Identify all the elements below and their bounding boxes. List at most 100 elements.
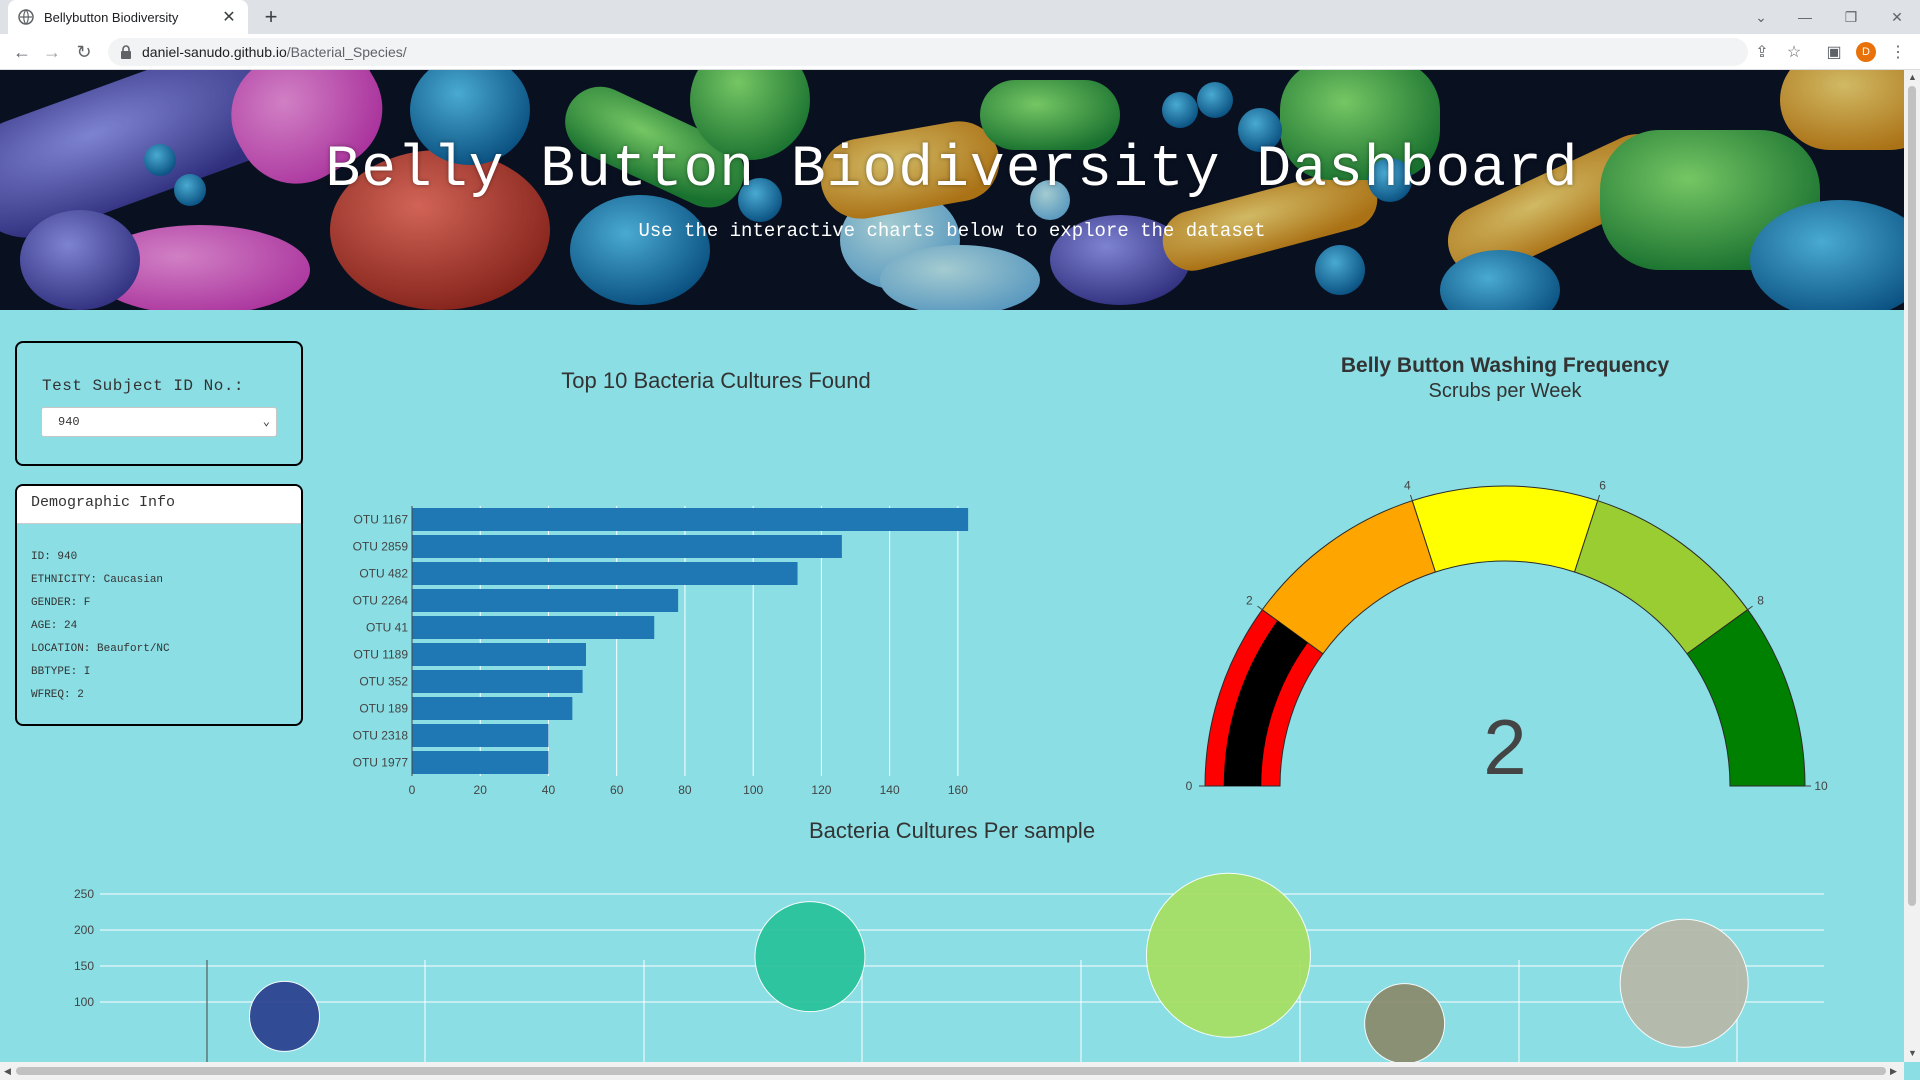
bar-x-tick-label: 120 — [811, 783, 831, 797]
share-icon[interactable]: ⇪ — [1755, 44, 1769, 61]
subject-selector-panel: Test Subject ID No.: 940 ⌄ — [15, 341, 303, 466]
bar — [412, 670, 583, 693]
vertical-scroll-thumb[interactable] — [1908, 86, 1916, 906]
gauge-tick-label: 6 — [1599, 478, 1606, 492]
tab-search-icon[interactable]: ⌄ — [1755, 8, 1767, 25]
horizontal-scrollbar[interactable]: ◀ ▶ — [0, 1062, 1904, 1080]
menu-icon[interactable]: ⋮ — [1890, 44, 1906, 61]
bar — [412, 616, 655, 639]
gauge-step — [1411, 485, 1599, 573]
gauge-tick — [1597, 494, 1601, 501]
forward-icon[interactable]: → — [43, 41, 61, 62]
demographic-item-id: ID: 940 — [31, 551, 78, 563]
page-title: Belly Button Biodiversity Dashboard — [325, 138, 1579, 203]
bubble-y-tick-label: 150 — [74, 959, 94, 973]
gauge-tick-label: 2 — [1246, 593, 1253, 607]
bubble-chart[interactable]: 100 150 200 250 — [0, 870, 1904, 1062]
bubble-y-tick-label: 100 — [74, 995, 94, 1009]
bar — [412, 643, 586, 666]
gauge-tick — [1257, 605, 1263, 611]
bar-category-label: OTU 2318 — [353, 729, 409, 743]
bubble-chart-title: Bacteria Cultures Per sample — [808, 818, 1096, 843]
profile-avatar[interactable]: D — [1856, 42, 1876, 62]
gauge-chart[interactable]: 0 2 4 6 8 10 2 — [1150, 406, 1860, 796]
bar-category-label: OTU 1189 — [354, 648, 409, 662]
bar-category-label: OTU 41 — [366, 621, 408, 635]
back-icon[interactable]: ← — [13, 41, 31, 62]
address-bar[interactable]: daniel-sanudo.github.io/Bacterial_Specie… — [108, 38, 1748, 66]
bar — [412, 508, 969, 531]
bar — [412, 724, 549, 747]
bubble — [1619, 918, 1749, 1048]
bar-category-label: OTU 2859 — [353, 540, 409, 554]
demographic-item-gender: GENDER: F — [31, 597, 91, 609]
bar-x-tick-label: 160 — [948, 783, 968, 797]
lock-icon — [121, 45, 131, 59]
side-panel-icon[interactable]: ▣ — [1826, 44, 1842, 61]
demographic-item-ethnicity: ETHNICITY: Caucasian — [31, 574, 164, 586]
bookmark-star-icon[interactable]: ☆ — [1786, 44, 1802, 61]
bar-x-tick-label: 140 — [880, 783, 900, 797]
restore-icon[interactable]: ❐ — [1844, 8, 1858, 25]
scroll-up-icon[interactable]: ▲ — [1908, 72, 1917, 82]
bar — [412, 589, 679, 612]
url-host: daniel-sanudo.github.io — [142, 44, 287, 60]
tab-title: Bellybutton Biodiversity — [44, 9, 179, 25]
bar-category-label: OTU 352 — [359, 675, 408, 689]
window-close-icon[interactable]: ✕ — [1891, 8, 1903, 25]
demographic-item-bbtype: BBTYPE: I — [31, 666, 91, 678]
bar — [412, 751, 549, 774]
gauge-tick-label: 10 — [1814, 779, 1828, 793]
reload-icon[interactable]: ↻ — [76, 41, 92, 62]
chevron-down-icon: ⌄ — [262, 415, 270, 429]
bar-x-tick-label: 40 — [542, 783, 556, 797]
vertical-scrollbar[interactable]: ▲ ▼ — [1904, 70, 1920, 1062]
globe-icon — [18, 9, 34, 25]
minimize-icon[interactable]: — — [1798, 9, 1812, 25]
demographic-info-heading: Demographic Info — [17, 486, 301, 524]
new-tab-icon[interactable]: + — [264, 4, 278, 29]
scroll-right-icon[interactable]: ▶ — [1890, 1066, 1897, 1076]
gauge-tick-label: 0 — [1186, 779, 1193, 793]
gauge-title: Belly Button Washing Frequency — [1340, 354, 1670, 377]
bubble — [249, 980, 320, 1052]
gauge-subtitle: Scrubs per Week — [1428, 380, 1582, 402]
url-path: /Bacterial_Species/ — [286, 44, 407, 60]
browser-tab[interactable]: Bellybutton Biodiversity ✕ — [8, 0, 248, 34]
bar-category-label: OTU 2264 — [353, 594, 409, 608]
bubble — [1145, 872, 1311, 1038]
bar-x-tick-label: 80 — [678, 783, 692, 797]
gauge-value-number: 2 — [1483, 703, 1526, 791]
bar-x-tick-label: 20 — [474, 783, 488, 797]
page-subtitle: Use the interactive charts below to expl… — [638, 220, 1266, 242]
close-icon[interactable]: ✕ — [222, 9, 236, 26]
bar — [412, 562, 798, 585]
browser-tab-strip: Bellybutton Biodiversity ✕ + ⌄ — ❐ ✕ — [0, 0, 1920, 34]
gauge-value-bar — [1223, 620, 1308, 786]
hero-banner: Belly Button Biodiversity Dashboard Use … — [0, 70, 1904, 310]
scroll-left-icon[interactable]: ◀ — [4, 1066, 11, 1076]
horizontal-scroll-thumb[interactable] — [16, 1067, 1886, 1075]
scroll-down-icon[interactable]: ▼ — [1908, 1048, 1917, 1058]
subject-id-label: Test Subject ID No.: — [42, 377, 245, 395]
demographic-item-location: LOCATION: Beaufort/NC — [31, 643, 170, 655]
demographic-item-age: AGE: 24 — [31, 620, 78, 632]
gauge-tick-label: 8 — [1757, 593, 1764, 607]
bar-x-tick-label: 60 — [610, 783, 624, 797]
bubble — [1364, 983, 1446, 1062]
bacteria-background-illustration — [0, 70, 1904, 310]
bar-category-label: OTU 189 — [359, 702, 408, 716]
bar-category-label: OTU 482 — [359, 567, 408, 581]
demographic-item-wfreq: WFREQ: 2 — [31, 689, 84, 701]
url-text: daniel-sanudo.github.io/Bacterial_Specie… — [142, 44, 407, 60]
subject-id-value: 940 — [58, 415, 80, 429]
bar-chart-title: Top 10 Bacteria Cultures Found — [561, 368, 871, 393]
demographic-info-panel: Demographic Info ID: 940 ETHNICITY: Cauc… — [15, 484, 303, 726]
bar — [412, 535, 842, 558]
bar-chart[interactable]: 0 20 40 60 80 100 120 140 160 OTU 1167 OTU 2859 OTU… — [344, 496, 1024, 812]
demographic-info-list: ID: 940 ETHNICITY: Caucasian GENDER: F A… — [31, 546, 170, 707]
bubble — [754, 901, 866, 1013]
subject-id-select[interactable]: 940 ⌄ — [41, 407, 277, 437]
gauge-tick-label: 4 — [1404, 478, 1411, 492]
browser-toolbar: ← → ↻ daniel-sanudo.github.io/Bacterial_… — [0, 34, 1920, 70]
